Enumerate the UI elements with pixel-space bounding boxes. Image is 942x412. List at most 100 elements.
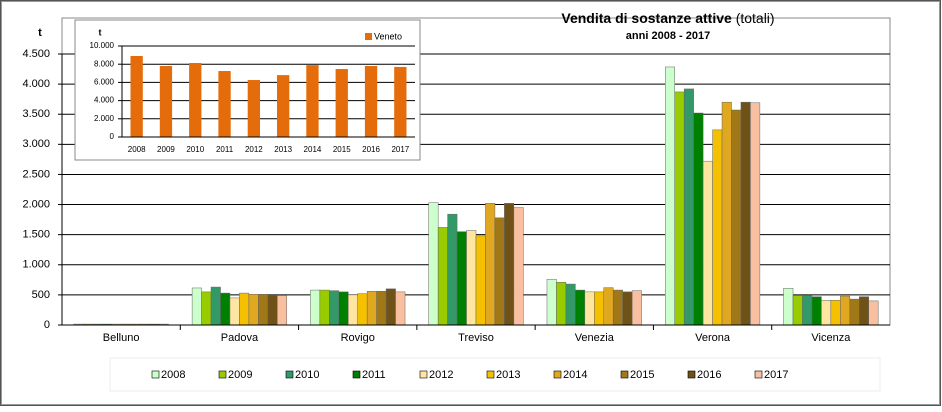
bar	[740, 101, 751, 326]
y-tick-label: 1.500	[22, 229, 50, 241]
bar	[849, 298, 860, 326]
x-tick-label: 2013	[274, 145, 292, 154]
bar	[603, 287, 614, 326]
bar	[475, 235, 486, 326]
bar	[584, 291, 595, 326]
bar	[348, 294, 358, 326]
legend-swatch	[620, 370, 629, 379]
bar	[750, 102, 761, 326]
bar	[731, 109, 742, 326]
bar	[338, 291, 349, 326]
bar	[394, 66, 407, 137]
bar	[513, 207, 524, 326]
y-tick-label: 2.000	[94, 114, 115, 123]
bar	[594, 291, 604, 326]
bar	[258, 294, 269, 326]
bar	[239, 292, 250, 326]
x-tick-label: Venezia	[575, 332, 615, 344]
bar	[485, 203, 496, 326]
bar	[201, 291, 212, 326]
bar	[546, 278, 557, 326]
bar	[868, 300, 879, 326]
bar	[565, 283, 576, 326]
bar	[159, 66, 173, 137]
bar	[783, 288, 794, 326]
y-tick-label: 4.000	[94, 96, 115, 105]
bar	[504, 203, 515, 326]
x-tick-label: 2017	[391, 145, 409, 154]
legend-swatch	[365, 33, 372, 40]
legend-swatch	[754, 370, 763, 379]
x-tick-label: Belluno	[103, 332, 140, 344]
bar	[229, 297, 240, 326]
bar	[428, 202, 439, 326]
x-tick-label: 2016	[362, 145, 380, 154]
bar	[329, 290, 340, 326]
y-tick-label: 4.500	[22, 48, 50, 60]
y-tick-label: 8.000	[94, 59, 115, 68]
bar	[712, 129, 723, 326]
bar	[721, 101, 732, 326]
bar	[811, 296, 822, 326]
x-tick-label: 2015	[333, 145, 351, 154]
bar	[189, 63, 202, 137]
x-tick-label: 2014	[304, 145, 322, 154]
bar	[494, 217, 505, 326]
bar	[220, 292, 231, 326]
bar	[364, 66, 378, 137]
legend-swatch	[151, 370, 160, 379]
bar	[319, 289, 330, 326]
frame-inner	[1, 1, 940, 405]
bar	[357, 293, 368, 326]
y-tick-label: 500	[32, 289, 50, 301]
x-tick-label: 2009	[157, 145, 175, 154]
legend-swatch	[419, 370, 428, 379]
y-tick-label: 3.500	[22, 108, 50, 120]
legend-label: 2015	[630, 369, 654, 381]
legend-label: 2013	[496, 369, 520, 381]
bar	[247, 80, 261, 137]
bar	[674, 91, 685, 326]
legend-label: 2012	[429, 369, 453, 381]
bar	[218, 71, 231, 137]
bar	[702, 160, 713, 326]
bar	[437, 227, 448, 326]
bar	[248, 294, 259, 326]
bar	[575, 289, 586, 326]
bar	[267, 295, 278, 326]
legend-box	[109, 357, 881, 392]
legend-label: 2014	[563, 369, 587, 381]
bar	[366, 291, 377, 326]
legend-swatch	[352, 370, 361, 379]
x-tick-label: 2008	[128, 145, 146, 154]
legend-label: 2017	[764, 369, 788, 381]
y-axis-label: t	[38, 27, 42, 39]
legend-swatch	[553, 370, 562, 379]
bar	[310, 289, 321, 326]
bar	[858, 296, 869, 326]
title-suffix: (totali)	[736, 10, 775, 26]
legend-swatch	[486, 370, 495, 379]
bar	[276, 75, 290, 137]
y-tick-label: 0	[44, 319, 50, 331]
y-tick-label: 2.000	[22, 198, 50, 210]
legend-label: Veneto	[374, 31, 402, 41]
bar	[665, 66, 675, 326]
y-axis-label: t	[99, 27, 102, 37]
x-tick-label: 2010	[186, 145, 204, 154]
chart-subtitle: anni 2008 - 2017	[626, 30, 710, 42]
x-tick-label: Rovigo	[341, 332, 375, 344]
y-tick-label: 6.000	[94, 78, 115, 87]
bar	[792, 295, 803, 326]
y-tick-label: 1.000	[22, 259, 50, 271]
legend-label: 2011	[362, 369, 386, 381]
x-tick-label: 2011	[216, 145, 234, 154]
title-main: Vendita di sostanze attive	[561, 10, 732, 26]
legend-label: 2008	[161, 369, 185, 381]
bar	[447, 213, 458, 326]
x-tick-label: Vicenza	[811, 332, 851, 344]
x-tick-label: 2012	[245, 145, 263, 154]
bar	[395, 291, 406, 326]
y-tick-label: 2.500	[22, 168, 50, 180]
legend-label: 2010	[295, 369, 319, 381]
